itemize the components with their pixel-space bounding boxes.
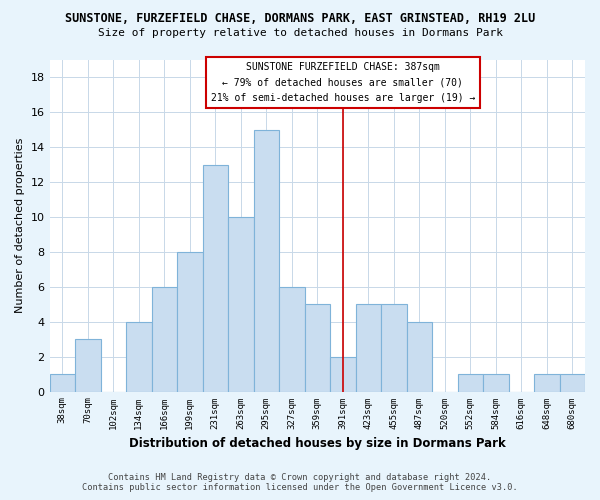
- Bar: [381, 304, 407, 392]
- Text: SUNSTONE, FURZEFIELD CHASE, DORMANS PARK, EAST GRINSTEAD, RH19 2LU: SUNSTONE, FURZEFIELD CHASE, DORMANS PARK…: [65, 12, 535, 26]
- X-axis label: Distribution of detached houses by size in Dormans Park: Distribution of detached houses by size …: [129, 437, 506, 450]
- Bar: [203, 164, 228, 392]
- Bar: [356, 304, 381, 392]
- Text: Contains HM Land Registry data © Crown copyright and database right 2024.
Contai: Contains HM Land Registry data © Crown c…: [82, 473, 518, 492]
- Bar: [483, 374, 509, 392]
- Bar: [50, 374, 75, 392]
- Bar: [254, 130, 279, 392]
- Bar: [330, 356, 356, 392]
- Text: Size of property relative to detached houses in Dormans Park: Size of property relative to detached ho…: [97, 28, 503, 38]
- Y-axis label: Number of detached properties: Number of detached properties: [15, 138, 25, 314]
- Bar: [279, 287, 305, 392]
- Bar: [534, 374, 560, 392]
- Bar: [177, 252, 203, 392]
- Text: SUNSTONE FURZEFIELD CHASE: 387sqm
← 79% of detached houses are smaller (70)
21% : SUNSTONE FURZEFIELD CHASE: 387sqm ← 79% …: [211, 62, 475, 103]
- Bar: [560, 374, 585, 392]
- Bar: [126, 322, 152, 392]
- Bar: [458, 374, 483, 392]
- Bar: [75, 339, 101, 392]
- Bar: [228, 217, 254, 392]
- Bar: [305, 304, 330, 392]
- Bar: [152, 287, 177, 392]
- Bar: [407, 322, 432, 392]
